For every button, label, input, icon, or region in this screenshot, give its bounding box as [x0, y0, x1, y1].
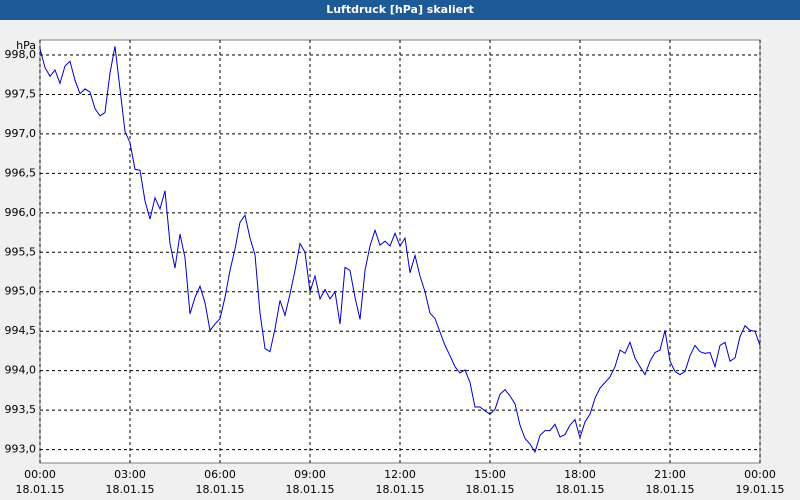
y-tick-label: 994,5: [5, 324, 37, 337]
x-tick-date: 18.01.15: [646, 483, 695, 496]
x-tick-date: 18.01.15: [376, 483, 425, 496]
chart-title: Luftdruck [hPa] skaliert: [326, 3, 474, 16]
y-tick-label: 993,0: [5, 443, 37, 456]
x-tick-date: 19.01.15: [736, 483, 785, 496]
y-tick-label: 995,0: [5, 285, 37, 298]
x-tick-date: 18.01.15: [466, 483, 515, 496]
y-tick-label: 998,0: [5, 48, 37, 61]
x-tick-label: 15:00: [474, 468, 506, 481]
x-tick-label: 06:00: [204, 468, 236, 481]
y-tick-label: 996,5: [5, 166, 37, 179]
x-tick-date: 18.01.15: [16, 483, 65, 496]
x-tick-date: 18.01.15: [286, 483, 335, 496]
x-tick-label: 12:00: [384, 468, 416, 481]
x-tick-label: 21:00: [654, 468, 686, 481]
x-tick-label: 09:00: [294, 468, 326, 481]
y-tick-label: 993,5: [5, 403, 37, 416]
x-tick-label: 18:00: [564, 468, 596, 481]
y-tick-label: 997,5: [5, 87, 37, 100]
title-bar: [0, 0, 800, 20]
x-tick-date: 18.01.15: [196, 483, 245, 496]
y-unit: hPa: [16, 39, 36, 52]
y-tick-label: 995,5: [5, 245, 37, 258]
x-tick-label: 03:00: [114, 468, 146, 481]
y-tick-label: 996,0: [5, 206, 37, 219]
data-line: [39, 46, 761, 454]
x-tick-date: 18.01.15: [556, 483, 605, 496]
y-tick-label: 994,0: [5, 364, 37, 377]
x-tick-label: 00:00: [744, 468, 776, 481]
y-tick-label: 997,0: [5, 127, 37, 140]
x-tick-date: 18.01.15: [106, 483, 155, 496]
x-tick-label: 00:00: [24, 468, 56, 481]
